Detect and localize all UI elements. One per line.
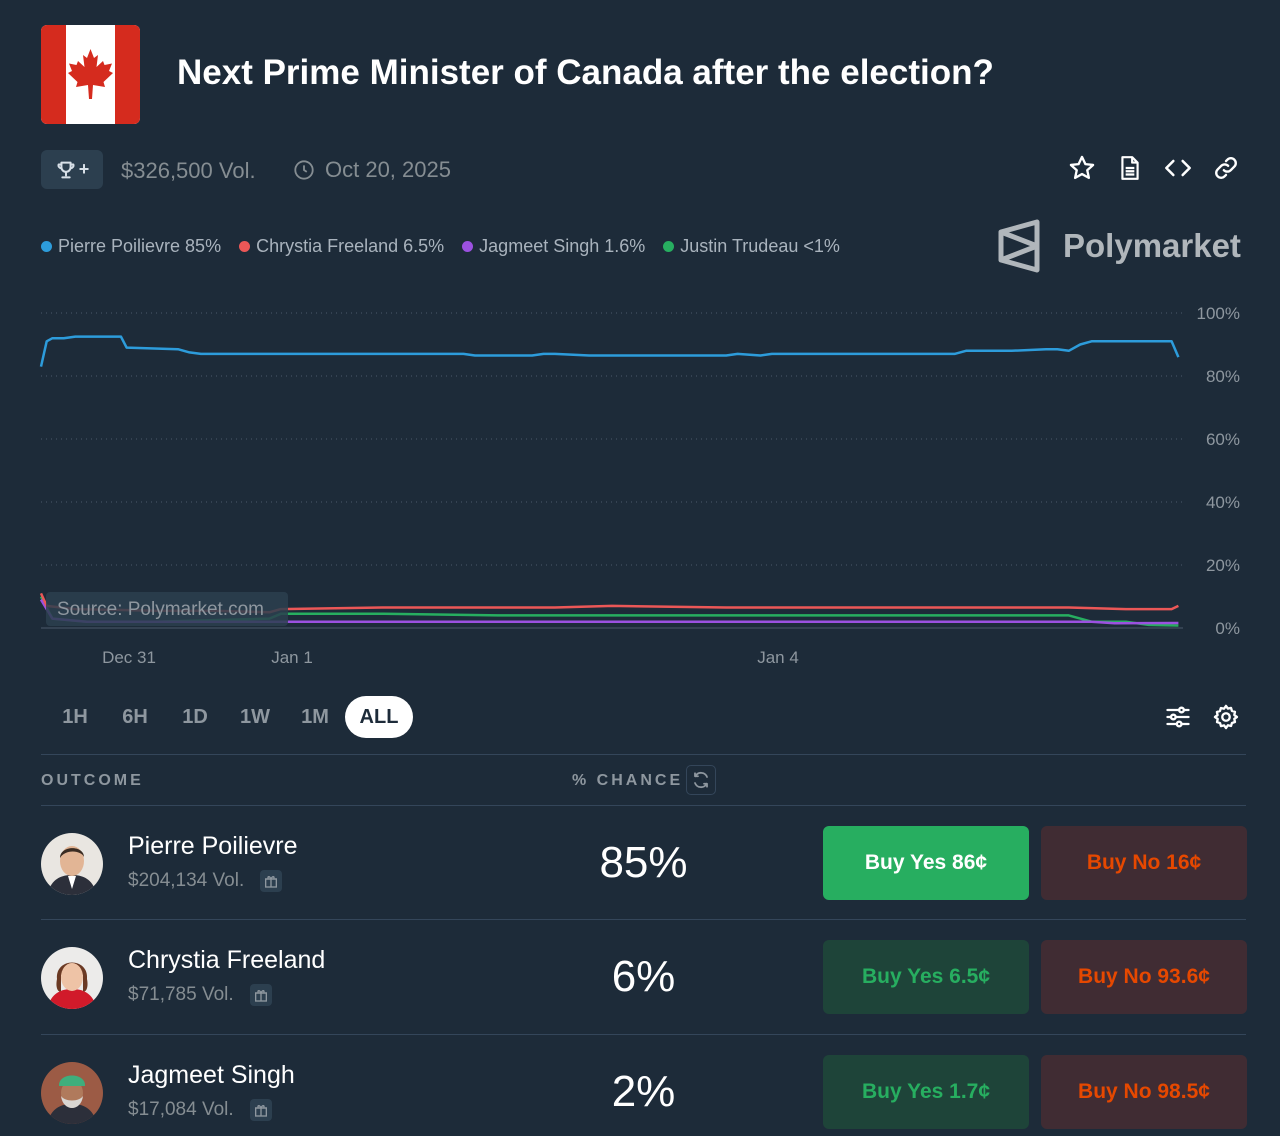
market-volume: $326,500 Vol. <box>121 158 256 183</box>
link-icon <box>1215 157 1237 179</box>
gear-icon <box>1213 704 1239 730</box>
divider <box>41 754 1246 755</box>
brand-name: Polymarket <box>1063 227 1241 264</box>
outcome-volume: $204,134 Vol. <box>128 870 245 891</box>
x-tick-label: Jan 1 <box>271 648 313 667</box>
outcome-row[interactable]: Jagmeet Singh $17,084 Vol. 2% Buy Yes 1.… <box>41 1035 1247 1136</box>
buy-no-button[interactable]: Buy No 98.5¢ <box>1041 1055 1247 1129</box>
document-button[interactable] <box>1115 153 1145 183</box>
outcome-volume: $17,084 Vol. <box>128 1099 234 1120</box>
outcome-chance: 85% <box>599 838 688 887</box>
source-label: Source: Polymarket.com <box>46 592 288 626</box>
outcome-row[interactable]: Pierre Poilievre $204,134 Vol. 85% Buy Y… <box>41 806 1247 920</box>
gift-icon <box>265 876 278 888</box>
legend-item: Justin Trudeau <1% <box>663 236 840 257</box>
gift-button[interactable] <box>249 984 272 1006</box>
avatar <box>41 1062 103 1124</box>
source-text: Source: Polymarket.com <box>57 599 264 620</box>
chart-legend: Pierre Poilievre 85% Chrystia Freeland 6… <box>41 236 840 257</box>
outcome-name: Pierre Poilievre <box>128 832 298 860</box>
legend-item: Jagmeet Singh 1.6% <box>462 236 645 257</box>
y-tick-label: 80% <box>1206 367 1240 386</box>
y-tick-label: 100% <box>1197 304 1240 323</box>
page-title: Next Prime Minister of Canada after the … <box>177 53 994 92</box>
market-meta: + $326,500 Vol. Oct 20, 2025 <box>41 150 1241 190</box>
legend-label: Chrystia Freeland 6.5% <box>256 236 445 256</box>
avatar <box>41 833 103 895</box>
divider <box>41 1034 1246 1035</box>
refresh-icon <box>694 771 708 789</box>
legend-label: Justin Trudeau <1% <box>680 236 840 256</box>
range-1m[interactable]: 1M <box>301 705 329 728</box>
chart-tools <box>1164 703 1240 736</box>
chart-filter-button[interactable] <box>1164 703 1192 736</box>
sliders-icon <box>1166 706 1190 728</box>
legend-item: Chrystia Freeland 6.5% <box>239 236 444 257</box>
range-1w[interactable]: 1W <box>240 705 270 728</box>
embed-button[interactable] <box>1163 153 1193 183</box>
gift-icon <box>254 1105 267 1117</box>
polymarket-watermark: Polymarket <box>995 218 1241 274</box>
y-tick-label: 60% <box>1206 430 1240 449</box>
y-tick-label: 0% <box>1215 619 1240 638</box>
end-date: Oct 20, 2025 <box>293 157 451 183</box>
range-all[interactable]: ALL <box>345 696 413 738</box>
time-range-selector: 1H 6H 1D 1W 1M ALL <box>45 696 413 738</box>
x-tick-label: Jan 4 <box>757 648 799 667</box>
end-date-text: Oct 20, 2025 <box>325 157 451 182</box>
legend-dot <box>462 241 474 252</box>
range-1d[interactable]: 1D <box>182 705 208 728</box>
market-header: Next Prime Minister of Canada after the … <box>41 25 1241 125</box>
y-tick-label: 20% <box>1206 556 1240 575</box>
buy-yes-button[interactable]: Buy Yes 1.7¢ <box>823 1055 1029 1129</box>
document-icon <box>1121 156 1139 180</box>
polymarket-logo-icon <box>998 219 1040 273</box>
refresh-button[interactable] <box>686 765 716 795</box>
outcome-row[interactable]: Chrystia Freeland $71,785 Vol. 6% Buy Ye… <box>41 920 1247 1034</box>
legend-label: Pierre Poilievre 85% <box>58 236 222 256</box>
clock-icon <box>294 160 314 180</box>
outcome-name: Chrystia Freeland <box>128 946 326 974</box>
market-actions <box>1067 153 1241 183</box>
outcome-chance: 6% <box>611 952 676 1001</box>
reward-badge[interactable]: + <box>41 150 103 189</box>
buy-yes-button[interactable]: Buy Yes 6.5¢ <box>823 940 1029 1014</box>
divider <box>41 919 1246 920</box>
chance-column-header: % CHANCE <box>572 772 684 789</box>
canada-flag-icon <box>41 25 140 124</box>
legend-dot <box>239 241 251 252</box>
legend-dot <box>663 241 675 252</box>
gift-icon <box>254 990 267 1002</box>
outcome-volume: $71,785 Vol. <box>128 984 234 1005</box>
series-line-pierre-poilievre[interactable] <box>39 335 1180 367</box>
range-6h[interactable]: 6H <box>122 705 148 728</box>
star-button[interactable] <box>1067 153 1097 183</box>
code-icon <box>1165 159 1191 177</box>
legend-item: Pierre Poilievre 85% <box>41 236 221 257</box>
y-tick-label: 40% <box>1206 493 1240 512</box>
gift-button[interactable] <box>249 1099 272 1121</box>
legend-label: Jagmeet Singh 1.6% <box>479 236 646 256</box>
avatar <box>41 947 103 1009</box>
chart-settings-button[interactable] <box>1212 703 1240 736</box>
buy-no-button[interactable]: Buy No 93.6¢ <box>1041 940 1247 1014</box>
price-chart[interactable]: 100% 80% 60% 40% 20% 0% Dec 31 Jan 1 Jan 4 Sour… <box>0 290 1280 680</box>
outcome-column-header: OUTCOME <box>41 772 144 789</box>
buy-yes-button[interactable]: Buy Yes 86¢ <box>823 826 1029 900</box>
star-icon <box>1069 155 1095 180</box>
divider <box>41 805 1246 806</box>
outcome-name: Jagmeet Singh <box>128 1061 295 1089</box>
buy-no-button[interactable]: Buy No 16¢ <box>1041 826 1247 900</box>
range-1h[interactable]: 1H <box>62 705 88 728</box>
trophy-icon <box>57 161 75 178</box>
copy-link-button[interactable] <box>1211 153 1241 183</box>
gift-button[interactable] <box>260 870 283 892</box>
outcome-chance: 2% <box>611 1067 676 1116</box>
x-tick-label: Dec 31 <box>102 648 156 667</box>
badge-plus: + <box>78 159 90 179</box>
legend-dot <box>41 241 52 252</box>
